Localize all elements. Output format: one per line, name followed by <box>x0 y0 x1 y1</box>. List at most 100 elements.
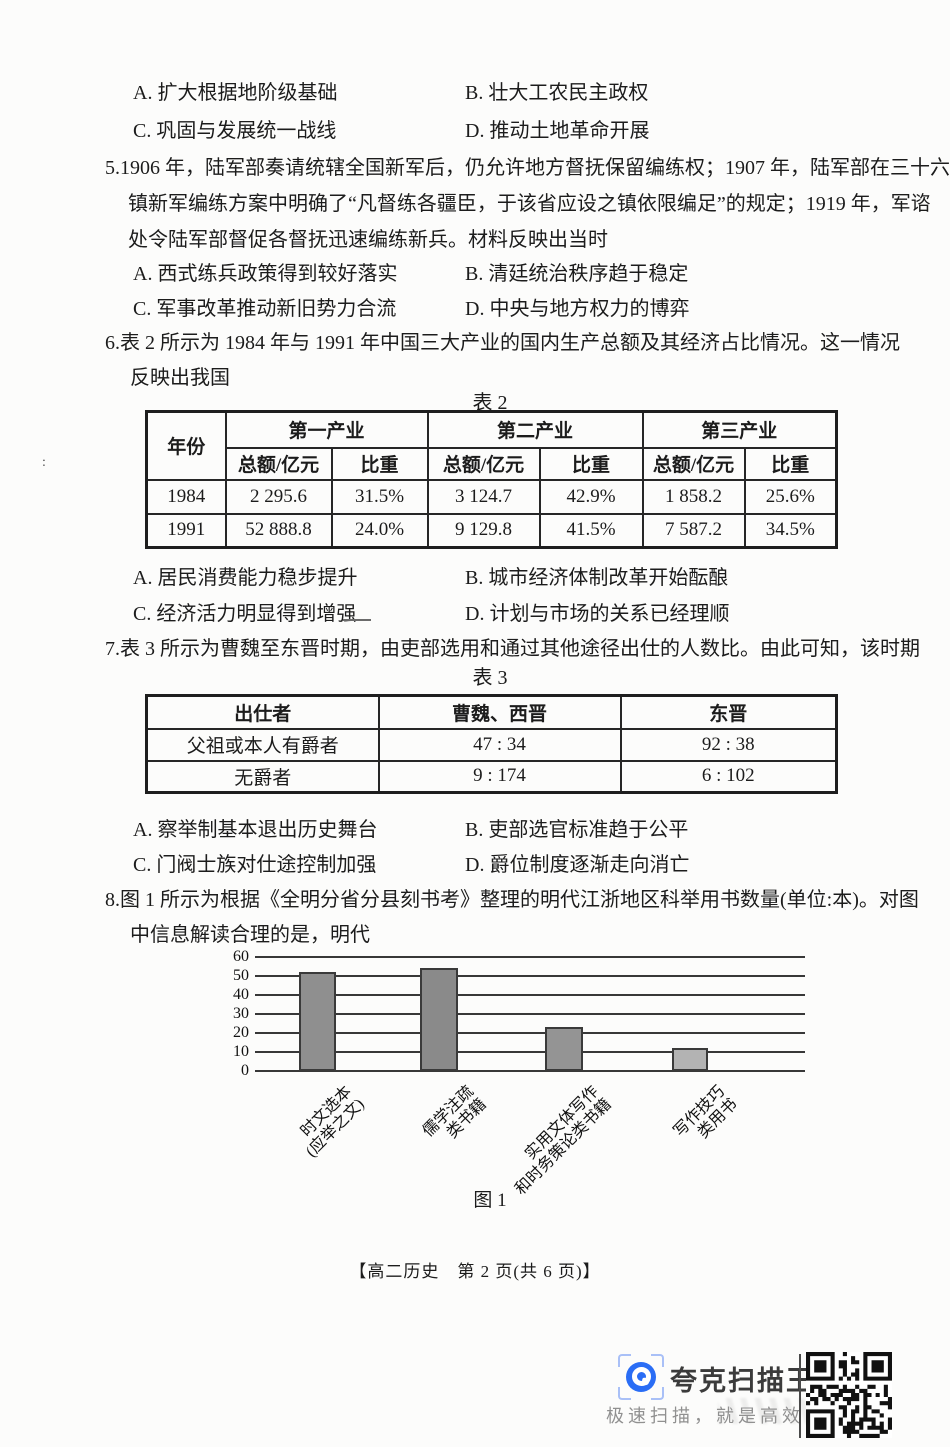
q6-stem-line-2: 反映出我国 <box>130 367 230 389</box>
q8-stem-line-2: 中信息解读合理的是，明代 <box>130 924 370 946</box>
table-2-cell: 31.5% <box>330 478 429 515</box>
table-row: 1991 52 888.8 24.0% 9 129.8 41.5% 7 587.… <box>145 512 838 549</box>
q4-options-row-ab: A. 扩大根据地阶级基础 B. 壮大工农民主政权 <box>133 76 648 105</box>
q5-options-row-ab: A. 西式练兵政策得到较好落实 B. 清廷统治秩序趋于稳定 <box>133 257 688 286</box>
scanner-brand-name: 夸克扫描王 <box>670 1366 815 1396</box>
chart-plot-area: 0 10 20 30 40 50 60 时文选本 (应举之文) 儒学注疏 类书籍 实用文体写作 和… <box>233 948 805 1198</box>
table-3-cell: 无爵者 <box>145 759 380 794</box>
table-3-caption: 表 3 <box>472 667 508 689</box>
q8-stem-line-1: 8.图 1 所示为根据《全明分省分县刻书考》整理的明代江浙地区科举用书数量(单位… <box>105 889 919 911</box>
table-3-cell: 9 : 174 <box>377 759 622 794</box>
table-2-subhead: 比重 <box>330 446 429 481</box>
page-footer: 【高二历史 第 2 页(共 6 页)】 <box>349 1262 601 1281</box>
y-axis-tick-label: 60 <box>233 948 249 965</box>
scan-artifact-underline <box>343 619 371 621</box>
table-2-cell: 42.9% <box>538 478 644 515</box>
gridline <box>255 1051 805 1053</box>
q4-option-c: C. 巩固与发展统一战线 <box>133 120 337 142</box>
figure-1-bar-chart: 0 10 20 30 40 50 60 时文选本 (应举之文) 儒学注疏 类书籍 实用文体写作 和… <box>225 948 825 1198</box>
table-2-subhead: 总额/亿元 <box>426 446 541 481</box>
y-axis-tick-label: 50 <box>233 967 249 984</box>
table-2-cell: 1991 <box>145 512 227 549</box>
table-3-cell: 47 : 34 <box>377 727 622 762</box>
gridline <box>255 975 805 977</box>
q6-option-c: C. 经济活力明显得到增强 <box>133 603 357 625</box>
q5-option-d: D. 中央与地方权力的博弈 <box>465 298 690 320</box>
table-2-cell: 24.0% <box>330 512 429 549</box>
gridline <box>255 1013 805 1015</box>
y-axis-tick-label: 40 <box>233 986 249 1003</box>
table-2-caption: 表 2 <box>472 392 508 414</box>
table-2-cell: 1984 <box>145 478 227 515</box>
table-3-header: 东晋 <box>619 694 838 730</box>
bar <box>420 968 458 1071</box>
q5-option-b: B. 清廷统治秩序趋于稳定 <box>465 263 689 285</box>
table-2-cell: 25.6% <box>743 478 838 515</box>
table-3: 出仕者 曹魏、西晋 东晋 父祖或本人有爵者 47 : 34 92 : 38 无爵… <box>145 694 838 794</box>
table-2-cell: 1 858.2 <box>641 478 746 515</box>
qr-code <box>806 1352 892 1438</box>
scan-artifact-mark: : <box>42 455 46 470</box>
q5-option-c: C. 军事改革推动新旧势力合流 <box>133 298 397 320</box>
table-3-cell: 6 : 102 <box>619 759 838 794</box>
table-2-subhead: 比重 <box>538 446 644 481</box>
table-3-header: 出仕者 <box>145 694 380 730</box>
q5-options-row-cd: C. 军事改革推动新旧势力合流 D. 中央与地方权力的博弈 <box>133 292 689 321</box>
q6-options-row-ab: A. 居民消费能力稳步提升 B. 城市经济体制改革开始酝酿 <box>133 561 728 590</box>
table-row: 父祖或本人有爵者 47 : 34 92 : 38 <box>145 727 838 762</box>
bar <box>298 972 336 1071</box>
q7-stem: 7.表 3 所示为曹魏至东晋时期，由吏部选用和通过其他途径出仕的人数比。由此可知… <box>105 638 920 660</box>
q4-option-b: B. 壮大工农民主政权 <box>465 82 649 104</box>
table-2-group-1: 第一产业 <box>224 410 429 449</box>
q7-options-row-cd: C. 门阀士族对仕途控制加强 D. 爵位制度逐渐走向消亡 <box>133 848 689 877</box>
y-axis-tick-label: 10 <box>233 1043 249 1060</box>
q4-option-d: D. 推动土地革命开展 <box>465 120 650 142</box>
table-2-cell: 52 888.8 <box>224 512 333 549</box>
table-2-cell: 2 295.6 <box>224 478 333 515</box>
table-2-subhead: 总额/亿元 <box>224 446 333 481</box>
table-3-header: 曹魏、西晋 <box>377 694 622 730</box>
q7-option-c: C. 门阀士族对仕途控制加强 <box>133 854 377 876</box>
q4-option-a: A. 扩大根据地阶级基础 <box>133 82 338 104</box>
table-3-cell: 父祖或本人有爵者 <box>145 727 380 762</box>
table-2-cell: 7 587.2 <box>641 512 746 549</box>
q6-option-a: A. 居民消费能力稳步提升 <box>133 567 358 589</box>
table-2-group-3: 第三产业 <box>641 410 838 449</box>
quark-scanner-logo-icon <box>618 1354 664 1400</box>
table-2: 年份 第一产业 第二产业 第三产业 总额/亿元 比重 总额/亿元 比重 总额/亿… <box>145 410 839 549</box>
y-axis-tick-label: 30 <box>233 1005 249 1022</box>
q6-stem-line-1: 6.表 2 所示为 1984 年与 1991 年中国三大产业的国内生产总额及其经… <box>105 332 900 354</box>
bar <box>545 1027 583 1071</box>
gridline <box>255 1070 805 1072</box>
table-2-year-header: 年份 <box>145 410 227 481</box>
q5-stem-line-1: 5.1906 年，陆军部奏请统辖全国新军后，仍允许地方督抚保留编练权；1907 … <box>105 157 950 179</box>
q7-option-a: A. 察举制基本退出历史舞台 <box>133 819 378 841</box>
q6-option-b: B. 城市经济体制改革开始酝酿 <box>465 567 729 589</box>
table-row: 无爵者 9 : 174 6 : 102 <box>145 759 838 794</box>
table-row: 1984 2 295.6 31.5% 3 124.7 42.9% 1 858.2… <box>145 478 838 515</box>
scanner-tagline: 极速扫描，就是高效 <box>606 1406 804 1426</box>
q6-options-row-cd: C. 经济活力明显得到增强 D. 计划与市场的关系已经理顺 <box>133 597 729 626</box>
y-axis-tick-label: 0 <box>241 1062 249 1079</box>
q7-options-row-ab: A. 察举制基本退出历史舞台 B. 吏部选官标准趋于公平 <box>133 813 688 842</box>
table-2-cell: 34.5% <box>743 512 838 549</box>
table-2-subhead: 比重 <box>743 446 838 481</box>
q5-stem-line-3: 处令陆军部督促各督抚迅速编练新兵。材料反映出当时 <box>128 229 608 251</box>
table-2-cell: 9 129.8 <box>426 512 541 549</box>
scanner-watermark: 夸克扫描王 极速扫描，就是高效 <box>598 1350 898 1444</box>
divider <box>799 1354 801 1438</box>
figure-1-caption: 图 1 <box>473 1190 507 1211</box>
q5-option-a: A. 西式练兵政策得到较好落实 <box>133 263 398 285</box>
table-2-cell: 41.5% <box>538 512 644 549</box>
q4-options-row-cd: C. 巩固与发展统一战线 D. 推动土地革命开展 <box>133 114 649 143</box>
q7-option-d: D. 爵位制度逐渐走向消亡 <box>465 854 690 876</box>
table-3-cell: 92 : 38 <box>619 727 838 762</box>
q7-option-b: B. 吏部选官标准趋于公平 <box>465 819 689 841</box>
gridline <box>255 1032 805 1034</box>
gridline <box>255 994 805 996</box>
q6-option-d: D. 计划与市场的关系已经理顺 <box>465 603 730 625</box>
table-2-subhead: 总额/亿元 <box>641 446 746 481</box>
table-2-cell: 3 124.7 <box>426 478 541 515</box>
bar <box>672 1048 708 1071</box>
